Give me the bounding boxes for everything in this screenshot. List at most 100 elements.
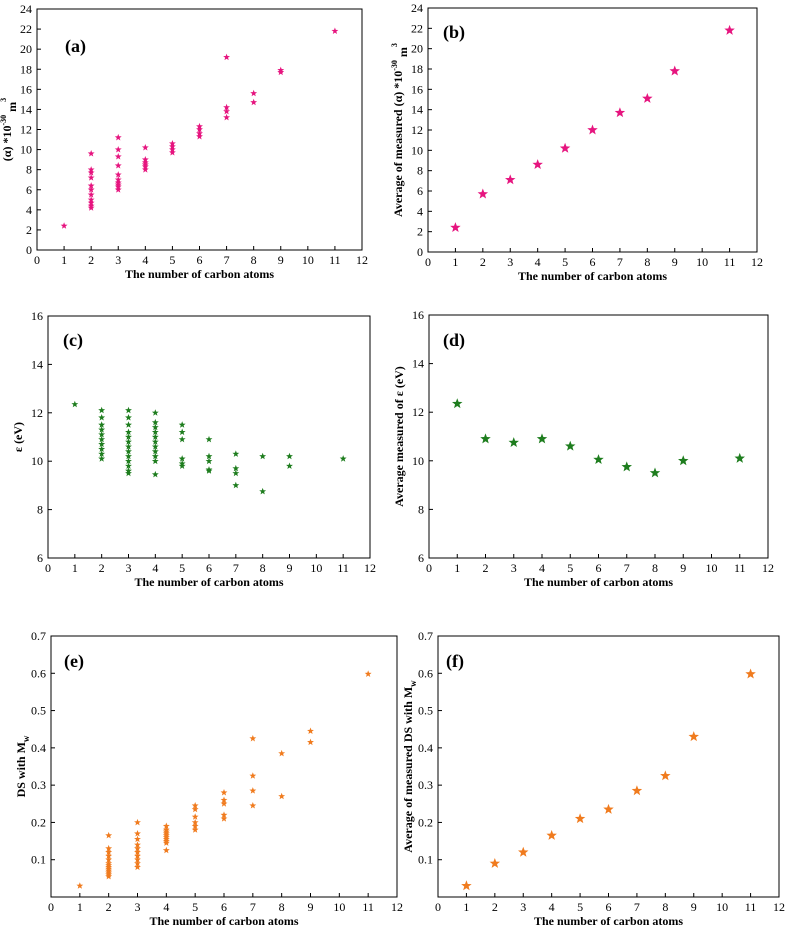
x-tick-label: 5 — [192, 900, 198, 914]
x-tick-label: 2 — [492, 900, 498, 914]
data-point-star — [178, 455, 186, 462]
data-point-star — [565, 440, 576, 451]
data-point-star — [249, 772, 257, 779]
x-tick-label: 0 — [48, 900, 54, 914]
y-tick-label: 12 — [31, 406, 43, 420]
y-tick-label: 6 — [418, 551, 424, 565]
data-point-star — [220, 789, 228, 796]
data-point-star — [125, 469, 132, 477]
data-point-star — [98, 430, 106, 438]
y-tick-label: 16 — [20, 82, 32, 96]
data-point-star — [678, 455, 689, 466]
y-axis-title-part: m — [396, 47, 410, 60]
y-tick-label: 0.3 — [31, 778, 46, 792]
data-point-star — [278, 792, 286, 800]
chart-panel-b: 0 1 2 3 4 5 6 7 8 9 10 11 12024681012141618202224The… — [390, 1, 763, 283]
x-tick-label: 1 — [77, 900, 83, 914]
y-axis-title: Average of measured DS with Mw — [401, 680, 418, 853]
data-point-star — [223, 53, 231, 61]
data-point-star — [307, 727, 314, 734]
data-point-star — [114, 145, 122, 153]
data-point-star — [134, 848, 141, 856]
data-point-star — [518, 846, 529, 857]
x-tick-label: 4 — [549, 900, 555, 914]
x-tick-label: 11 — [337, 561, 349, 575]
data-point-star — [114, 186, 122, 193]
x-tick-label: 8 — [662, 900, 668, 914]
data-point-star — [220, 800, 228, 807]
data-point-star — [688, 731, 699, 742]
data-point-star — [151, 447, 159, 455]
y-tick-label: 4 — [26, 203, 32, 217]
data-point-star — [76, 882, 84, 889]
data-point-star — [249, 787, 257, 794]
data-point-star — [151, 443, 159, 450]
x-tick-label: 1 — [463, 900, 469, 914]
data-point-star — [87, 169, 95, 176]
data-point-star — [134, 852, 141, 859]
data-point-star — [220, 811, 228, 818]
x-tick-label: 5 — [169, 253, 175, 267]
x-tick-label: 9 — [278, 253, 284, 267]
x-tick-label: 8 — [279, 900, 285, 914]
y-tick-label: 2 — [417, 225, 423, 239]
y-axis-title: (α) *10-30 m3 — [0, 98, 19, 161]
data-point-star — [259, 452, 267, 460]
data-point-star — [87, 191, 95, 198]
y-axis-title-part: Average of measured (α) *10 — [391, 71, 405, 217]
data-point-star — [250, 89, 258, 97]
x-axis-title: The number of carbon atoms — [125, 267, 274, 281]
data-point-star — [125, 443, 132, 450]
data-point-star — [191, 805, 199, 813]
y-axis-title-part: -30 — [0, 115, 8, 126]
data-point-star — [191, 813, 199, 820]
data-point-star — [125, 421, 132, 428]
x-tick-label: 11 — [724, 255, 736, 269]
y-tick-label: 24 — [20, 2, 32, 16]
data-point-star — [232, 469, 240, 477]
y-tick-label: 10 — [412, 454, 424, 468]
data-point-star — [631, 785, 643, 796]
y-tick-label: 10 — [411, 143, 423, 157]
panel-label: (a) — [65, 36, 86, 57]
x-tick-label: 3 — [507, 255, 513, 269]
y-tick-label: 16 — [411, 82, 423, 96]
data-point-star — [168, 149, 176, 156]
x-tick-label: 9 — [672, 255, 678, 269]
data-point-star — [249, 734, 257, 742]
data-point-star — [151, 470, 159, 478]
y-tick-label: 4 — [417, 204, 423, 218]
data-point-star — [178, 435, 186, 443]
data-point-star — [71, 400, 79, 408]
x-tick-label: 12 — [762, 561, 774, 575]
x-tick-label: 1 — [61, 253, 67, 267]
y-tick-label: 10 — [20, 143, 32, 157]
x-tick-label: 7 — [250, 900, 256, 914]
data-point-star — [134, 818, 141, 826]
data-point-star — [105, 848, 113, 856]
data-point-star — [151, 452, 159, 460]
x-tick-label: 2 — [99, 561, 105, 575]
panel-label: (c) — [63, 330, 83, 351]
data-point-star — [532, 159, 543, 170]
data-point-star — [259, 487, 267, 495]
x-axis-title: The number of carbon atoms — [149, 914, 298, 928]
data-point-star — [614, 107, 626, 118]
data-point-star — [134, 844, 141, 852]
data-point-star — [232, 464, 240, 472]
x-tick-label: 4 — [163, 900, 169, 914]
data-point-star — [223, 103, 231, 111]
x-tick-label: 0 — [426, 561, 432, 575]
data-point-star — [196, 132, 203, 140]
data-point-star — [489, 857, 501, 868]
x-tick-label: 11 — [362, 900, 374, 914]
x-tick-label: 6 — [197, 253, 203, 267]
x-tick-label: 11 — [734, 561, 746, 575]
plot-frame — [428, 314, 769, 559]
chart-panel-a: 0 1 2 3 4 5 6 7 8 9 10 11 12024681012141618202224The… — [0, 2, 368, 281]
data-point-star — [141, 143, 149, 151]
chart-panel-e: 0 1 2 3 4 5 6 7 8 9 10 11 120.10.20.30.40.50.60.7The… — [14, 629, 403, 928]
y-tick-label: 6 — [26, 183, 32, 197]
data-point-star — [724, 24, 735, 35]
x-tick-label: 3 — [126, 561, 132, 575]
